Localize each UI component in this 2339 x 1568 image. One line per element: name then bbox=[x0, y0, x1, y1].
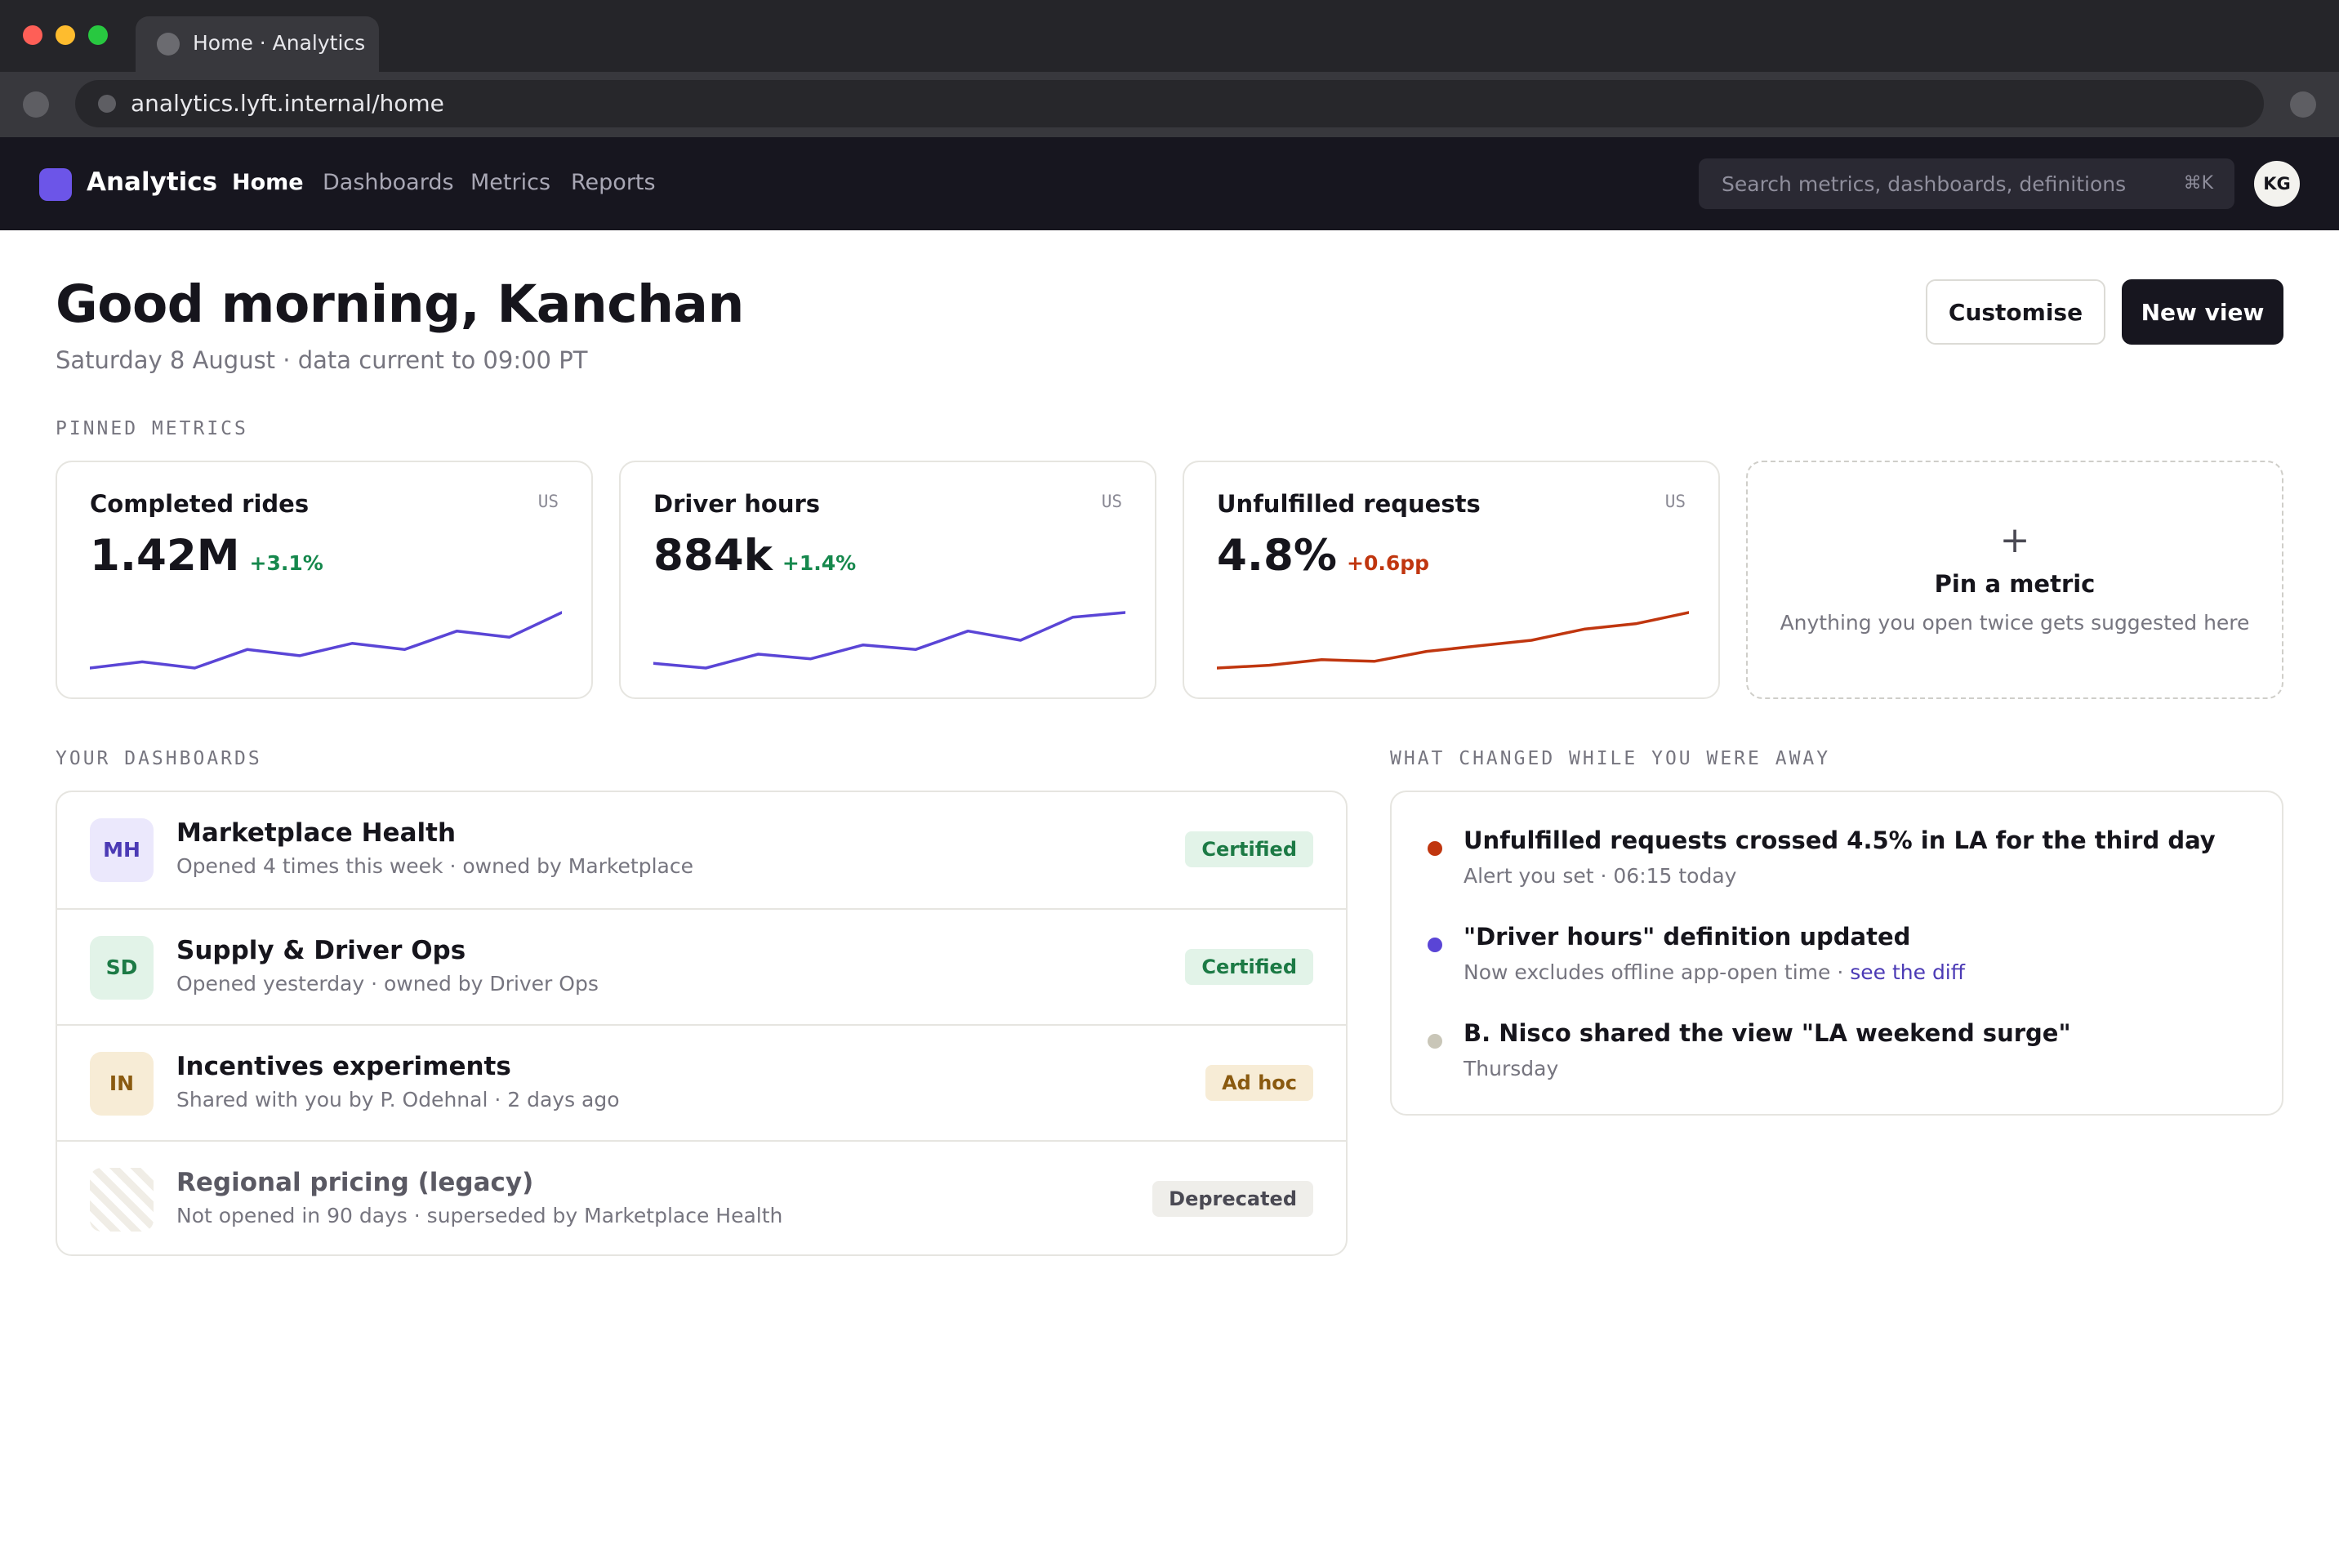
logo-icon[interactable] bbox=[39, 168, 72, 201]
pinned-metrics-heading: PINNED METRICS bbox=[56, 418, 248, 439]
window-minimize-button[interactable] bbox=[56, 25, 75, 45]
address-bar[interactable]: analytics.lyft.internal/home bbox=[75, 80, 2264, 127]
pin-metric-card[interactable]: + Pin a metric Anything you open twice g… bbox=[1746, 461, 2283, 699]
new-view-button[interactable]: New view bbox=[2122, 279, 2283, 345]
brand-name[interactable]: Analytics bbox=[87, 167, 218, 197]
metric-region: US bbox=[1664, 492, 1686, 511]
dashboard-title: Supply & Driver Ops bbox=[176, 936, 466, 965]
search-input[interactable] bbox=[1722, 158, 2179, 209]
nav-metrics[interactable]: Metrics bbox=[470, 170, 551, 195]
sparkline bbox=[1217, 611, 1689, 670]
change-title: B. Nisco shared the view "LA weekend sur… bbox=[1464, 1019, 2071, 1047]
window-zoom-button[interactable] bbox=[88, 25, 108, 45]
nav-dashboards[interactable]: Dashboards bbox=[323, 170, 454, 195]
browser-tab-bar: Home · Analytics bbox=[0, 0, 2339, 72]
change-item[interactable]: "Driver hours" definition updated Now ex… bbox=[1392, 923, 2282, 1004]
sparkline bbox=[90, 611, 562, 670]
alert-dot-icon bbox=[1428, 841, 1442, 856]
dashboard-meta: Opened 4 times this week · owned by Mark… bbox=[176, 854, 693, 878]
dashboard-row-incentives-experiments[interactable]: IN Incentives experiments Shared with yo… bbox=[57, 1024, 1346, 1140]
metric-name: Driver hours bbox=[653, 490, 821, 518]
change-meta: Alert you set · 06:15 today bbox=[1464, 864, 1737, 888]
metric-region: US bbox=[1101, 492, 1122, 511]
sparkline-series bbox=[90, 611, 562, 670]
metric-value: 4.8% +0.6pp bbox=[1217, 531, 1430, 581]
metric-name: Unfulfilled requests bbox=[1217, 490, 1481, 518]
dashboard-monogram: IN bbox=[90, 1052, 154, 1116]
page-title: Good morning, Kanchan bbox=[56, 274, 744, 334]
site-info-icon[interactable] bbox=[98, 95, 116, 113]
metric-card-completed-rides[interactable]: Completed rides US 1.42M +3.1% bbox=[56, 461, 593, 699]
search-box[interactable]: ⌘K bbox=[1699, 158, 2234, 209]
plus-icon: + bbox=[1999, 519, 2030, 561]
metric-delta: +3.1% bbox=[249, 551, 323, 575]
change-meta: Now excludes offline app-open time · see… bbox=[1464, 960, 1965, 984]
status-badge: Certified bbox=[1185, 949, 1313, 985]
dashboard-title: Regional pricing (legacy) bbox=[176, 1168, 534, 1197]
window-close-button[interactable] bbox=[23, 25, 42, 45]
tab-title: Home · Analytics bbox=[193, 31, 366, 55]
dashboard-row-regional-pricing[interactable]: Regional pricing (legacy) Not opened in … bbox=[57, 1140, 1346, 1254]
data-freshness-note: Saturday 8 August · data current to 09:0… bbox=[56, 346, 588, 374]
change-title: "Driver hours" definition updated bbox=[1464, 923, 1911, 951]
browser-tab[interactable]: Home · Analytics bbox=[136, 16, 379, 72]
sparkline bbox=[653, 611, 1125, 670]
dashboard-meta: Opened yesterday · owned by Driver Ops bbox=[176, 972, 599, 996]
share-dot-icon bbox=[1428, 1034, 1442, 1049]
favicon-icon bbox=[157, 33, 180, 56]
metric-value: 1.42M +3.1% bbox=[90, 531, 323, 581]
status-badge: Certified bbox=[1185, 831, 1313, 867]
metric-card-unfulfilled-requests[interactable]: Unfulfilled requests US 4.8% +0.6pp bbox=[1183, 461, 1720, 699]
sparkline-series bbox=[1217, 611, 1689, 670]
user-avatar[interactable]: KG bbox=[2254, 161, 2300, 207]
metric-value: 884k +1.4% bbox=[653, 531, 857, 581]
see-diff-link[interactable]: see the diff bbox=[1850, 960, 1965, 984]
change-item[interactable]: B. Nisco shared the view "LA weekend sur… bbox=[1392, 1019, 2282, 1101]
change-item[interactable]: Unfulfilled requests crossed 4.5% in LA … bbox=[1392, 826, 2282, 908]
pin-metric-hint: Anything you open twice gets suggested h… bbox=[1780, 611, 2250, 635]
dashboard-monogram: MH bbox=[90, 818, 154, 882]
nav-reports[interactable]: Reports bbox=[571, 170, 656, 195]
metric-card-driver-hours[interactable]: Driver hours US 884k +1.4% bbox=[619, 461, 1156, 699]
pin-metric-title: Pin a metric bbox=[1934, 570, 2096, 598]
status-badge: Deprecated bbox=[1152, 1181, 1313, 1217]
url-text: analytics.lyft.internal/home bbox=[131, 90, 444, 117]
metric-region: US bbox=[537, 492, 559, 511]
search-shortcut-hint: ⌘K bbox=[2183, 173, 2213, 194]
dashboard-title: Incentives experiments bbox=[176, 1052, 511, 1081]
sparkline-series bbox=[653, 611, 1125, 670]
nav-home[interactable]: Home bbox=[232, 170, 304, 195]
dashboard-row-marketplace-health[interactable]: MH Marketplace Health Opened 4 times thi… bbox=[57, 792, 1346, 908]
metric-delta: +0.6pp bbox=[1347, 551, 1430, 575]
dashboard-monogram: SD bbox=[90, 936, 154, 1000]
metric-name: Completed rides bbox=[90, 490, 310, 518]
status-badge: Ad hoc bbox=[1205, 1065, 1313, 1101]
dashboard-list: MH Marketplace Health Opened 4 times thi… bbox=[56, 791, 1348, 1256]
changes-panel: Unfulfilled requests crossed 4.5% in LA … bbox=[1390, 791, 2283, 1116]
change-meta: Thursday bbox=[1464, 1057, 1559, 1080]
update-dot-icon bbox=[1428, 938, 1442, 952]
browser-menu-icon[interactable] bbox=[2290, 91, 2316, 118]
dashboard-meta: Shared with you by P. Odehnal · 2 days a… bbox=[176, 1088, 620, 1111]
reload-icon[interactable] bbox=[23, 91, 49, 118]
deprecated-pattern-icon bbox=[90, 1168, 154, 1232]
app-header: Analytics Home Dashboards Metrics Report… bbox=[0, 137, 2339, 230]
metric-delta: +1.4% bbox=[782, 551, 857, 575]
changes-heading: WHAT CHANGED WHILE YOU WERE AWAY bbox=[1390, 748, 1831, 769]
dashboard-title: Marketplace Health bbox=[176, 818, 457, 848]
dashboard-meta: Not opened in 90 days · superseded by Ma… bbox=[176, 1204, 783, 1227]
customise-button[interactable]: Customise bbox=[1926, 279, 2105, 345]
dashboards-heading: YOUR DASHBOARDS bbox=[56, 748, 262, 769]
dashboard-row-supply-driver-ops[interactable]: SD Supply & Driver Ops Opened yesterday … bbox=[57, 908, 1346, 1024]
change-title: Unfulfilled requests crossed 4.5% in LA … bbox=[1464, 826, 2216, 854]
browser-toolbar: analytics.lyft.internal/home bbox=[0, 72, 2339, 137]
